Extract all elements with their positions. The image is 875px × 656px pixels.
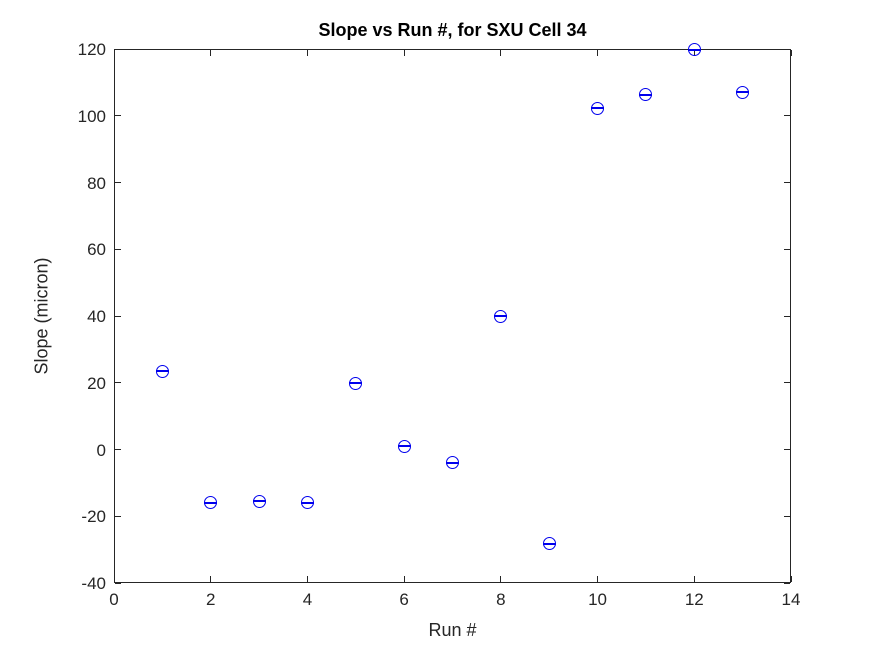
errorbar-cap-line: [542, 542, 556, 545]
errorbar-cap-line: [252, 500, 266, 503]
x-tick-top: [790, 50, 792, 56]
data-point-marker: [591, 101, 605, 115]
y-tick-left: [115, 315, 121, 317]
y-tick-right: [784, 248, 790, 250]
x-tick-bottom: [210, 576, 212, 582]
x-tick-top: [113, 50, 115, 56]
y-tick-label: 0: [96, 440, 106, 460]
y-tick-right: [784, 315, 790, 317]
errorbar-cap-line: [687, 48, 701, 51]
chart-title: Slope vs Run #, for SXU Cell 34: [318, 20, 587, 40]
x-tick-label: 2: [205, 590, 216, 609]
y-tick-right: [784, 182, 790, 183]
y-tick-right: [784, 115, 790, 117]
x-tick-label: 12: [684, 590, 704, 609]
errorbar-cap-line: [736, 91, 750, 94]
errorbar-cap-line: [446, 461, 459, 464]
y-tick-label: -40: [81, 574, 106, 593]
y-tick-label: 60: [87, 240, 106, 260]
x-tick-top: [500, 50, 502, 56]
x-tick-bottom: [306, 576, 308, 582]
x-tick-label: 14: [781, 590, 801, 609]
y-tick-left: [115, 515, 121, 517]
x-tick-label: 6: [399, 590, 409, 609]
errorbar-cap-line: [494, 315, 508, 317]
data-point-marker: [494, 309, 508, 323]
x-tick-label: 10: [588, 590, 608, 609]
data-point-marker: [252, 494, 266, 508]
y-tick-right: [784, 449, 790, 450]
y-tick-label: 20: [87, 373, 106, 393]
y-tick-left: [115, 582, 121, 584]
data-point-marker: [736, 85, 750, 99]
x-tick-top: [403, 50, 405, 56]
y-tick-label: 100: [77, 106, 106, 126]
x-tick-bottom: [597, 576, 599, 582]
errorbar-cap-line: [155, 370, 169, 373]
errorbar-cap-line: [300, 501, 314, 504]
y-tick-label: 40: [87, 307, 106, 326]
y-tick-right: [784, 48, 790, 50]
y-tick-left: [115, 248, 121, 250]
y-tick-right: [784, 515, 790, 517]
data-point-marker: [204, 496, 218, 510]
y-tick-left: [115, 182, 121, 183]
errorbar-cap-line: [204, 501, 218, 504]
y-tick-left: [115, 449, 121, 450]
x-tick-top: [597, 50, 599, 56]
data-point-marker: [687, 43, 701, 57]
y-tick-label: 80: [87, 173, 106, 193]
data-point-marker: [542, 537, 556, 551]
x-axis-label: Run #: [428, 620, 477, 640]
y-tick-label: -20: [81, 507, 106, 527]
x-tick-bottom: [790, 576, 792, 582]
y-tick-right: [784, 582, 790, 584]
x-tick-bottom: [113, 576, 115, 582]
x-tick-bottom: [693, 576, 695, 582]
data-point-marker: [349, 376, 363, 390]
errorbar-cap-line: [591, 107, 605, 110]
x-tick-label: 0: [109, 590, 119, 609]
y-tick-left: [115, 115, 121, 117]
data-point-marker: [639, 88, 653, 102]
data-point-marker: [397, 439, 411, 453]
data-point-marker: [300, 496, 314, 510]
x-tick-bottom: [500, 576, 502, 582]
plot-area: [114, 49, 791, 583]
y-tick-left: [115, 48, 121, 50]
y-tick-label: 120: [77, 40, 106, 59]
data-point-marker: [155, 364, 169, 378]
x-tick-bottom: [403, 576, 405, 582]
errorbar-cap-line: [639, 93, 653, 96]
y-tick-right: [784, 382, 790, 384]
x-tick-label: 4: [302, 590, 313, 609]
y-tick-left: [115, 382, 121, 384]
errorbar-cap-line: [349, 382, 363, 385]
x-tick-label: 8: [496, 590, 506, 609]
x-tick-top: [210, 50, 212, 56]
data-point-marker: [446, 456, 459, 470]
errorbar-cap-line: [397, 445, 411, 448]
x-tick-top: [306, 50, 308, 56]
